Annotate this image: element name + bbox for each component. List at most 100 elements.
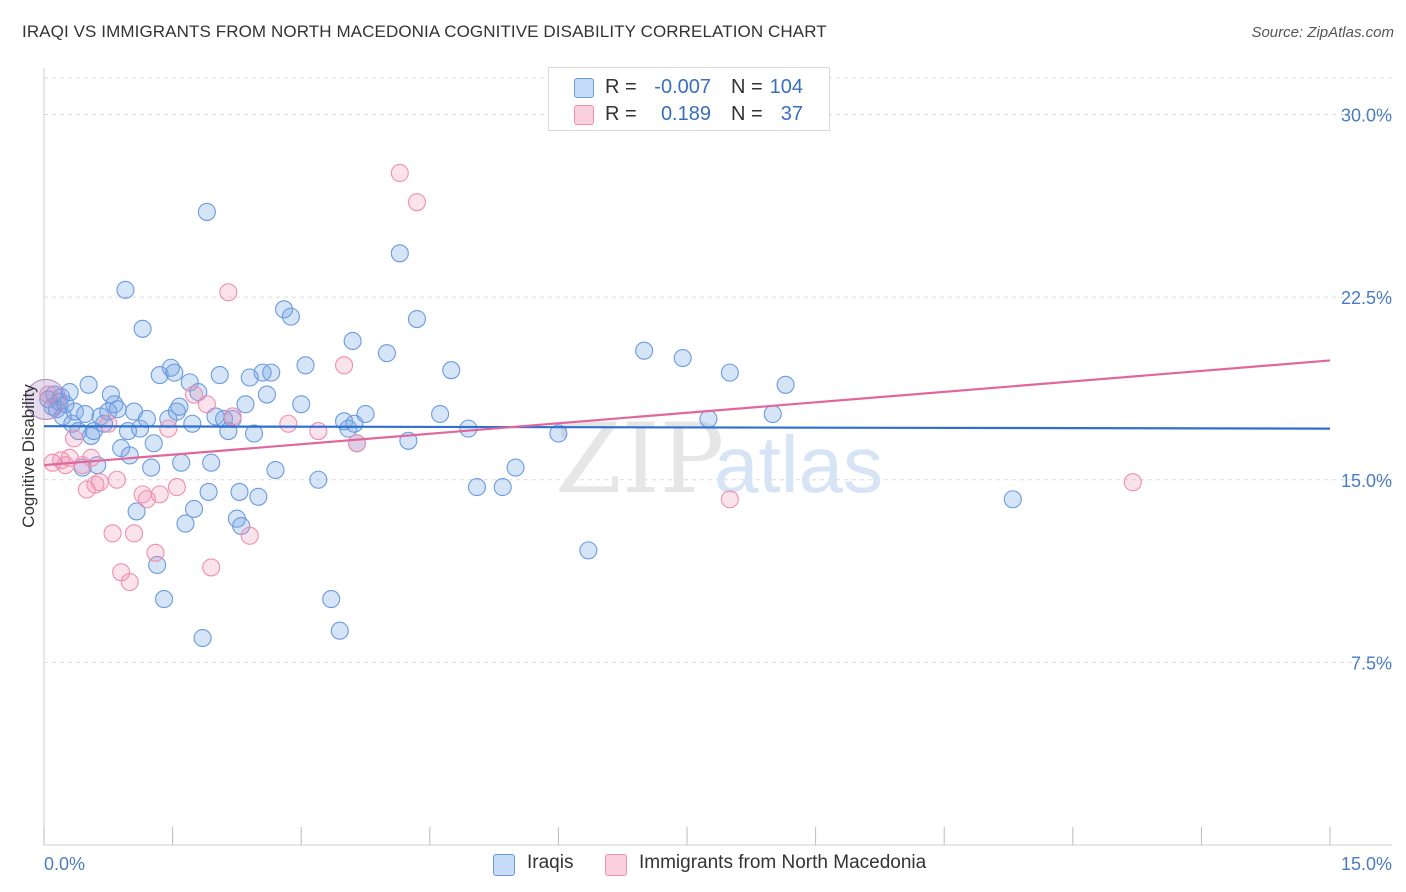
y-tick-label: 30.0% [1341,106,1392,126]
point-iraqis [161,358,180,377]
point-iraqis [197,202,216,221]
point-iraqis [236,395,255,414]
point-iraqis [105,395,124,414]
trend-lines [43,359,1331,467]
legend-row-macedonia: R = 0.189 N = 37 [549,100,829,128]
legend-r-value: -0.007 [654,76,711,98]
legend-row-iraqis: R = -0.007 N = 104 [549,73,829,101]
point-iraqis [199,482,218,501]
point-iraqis [322,590,341,609]
point-iraqis [47,400,66,419]
point-iraqis [330,621,349,640]
point-macedonia [347,434,366,453]
point-iraqis [142,458,161,477]
point-macedonia [107,470,126,489]
point-macedonia [124,524,144,543]
point-iraqis [431,404,450,424]
legend-n-value: 104 [769,76,803,98]
point-iraqis [210,366,229,385]
point-macedonia [103,524,122,543]
x-tick-label: 15.0% [1341,854,1392,874]
point-iraqis [720,363,739,382]
axis-labels: 7.5% 15.0% 22.5% 30.0% 0.0% 15.0% Cognitive Di… [19,106,1392,874]
point-iraqis [76,404,95,424]
point-iraqis [673,348,692,368]
legend-n-value: 37 [780,103,803,125]
point-macedonia [335,356,354,375]
trend-line-macedonia [43,359,1331,467]
point-cluster [25,378,67,420]
point-iraqis [763,404,782,424]
legend-swatch-macedonia [574,105,594,125]
point-iraqis [776,375,795,394]
point-iraqis [133,319,152,338]
legend-label-iraqis: Iraqis [527,852,574,873]
point-iraqis [108,400,127,419]
point-iraqis [390,244,409,263]
legend-r-label: R = [605,76,637,98]
point-macedonia [39,385,58,404]
point-iraqis [101,385,120,404]
point-iraqis [165,363,184,382]
point-iraqis [202,453,221,472]
point-iraqis [506,458,525,477]
y-axis-label: Cognitive Disability [19,384,38,528]
watermark-zip: ZIP [555,403,724,515]
y-tick-label: 22.5% [1341,288,1392,308]
point-iraqis [154,590,174,609]
point-iraqis [549,424,568,443]
point-iraqis [244,424,264,443]
point-macedonia [202,558,221,577]
point-iraqis [170,397,189,416]
point-iraqis [262,363,281,382]
point-iraqis [266,460,285,480]
watermark-atlas: atlas [714,420,883,509]
point-iraqis [249,487,268,506]
legend-label-macedonia: Immigrants from North Macedonia [639,852,927,873]
legend-n-label: N = [731,103,763,125]
point-iraqis [120,446,139,465]
point-iraqis [493,478,512,497]
point-iraqis [292,395,311,414]
point-iraqis [116,280,135,299]
series-legend: Iraqis Immigrants from North Macedonia [0,850,1406,880]
point-iraqis [167,402,186,421]
y-tick-label: 7.5% [1351,653,1392,673]
point-iraqis [184,499,204,519]
point-macedonia [146,543,165,562]
point-macedonia [240,526,259,545]
point-iraqis [183,414,202,433]
source-label: Source: ZipAtlas.com [1251,24,1394,41]
point-iraqis [176,514,195,533]
point-iraqis [442,361,461,380]
point-iraqis [699,409,718,428]
correlation-legend: R = -0.007 N = 104 R = 0.189 N = 37 [548,67,830,131]
trend-line-iraqis [43,425,1331,430]
point-iraqis [144,434,163,453]
point-macedonia [150,485,169,504]
axes [43,68,1392,846]
point-iraqis [94,414,114,433]
point-iraqis [172,453,191,472]
point-iraqis [257,385,276,404]
point-iraqis [130,419,150,438]
point-iraqis [343,331,362,351]
point-macedonia [159,419,178,438]
point-iraqis [1003,490,1022,509]
point-iraqis [193,628,212,648]
legend-r-value: 0.189 [660,103,711,125]
point-iraqis [275,300,294,319]
point-macedonia [120,572,139,592]
legend-swatch-iraqis [574,78,594,98]
point-iraqis [150,366,169,385]
point-iraqis [579,541,598,560]
point-macedonia [167,478,186,497]
point-iraqis [377,344,396,363]
point-macedonia [90,473,109,492]
x-tick-label: 0.0% [44,854,85,874]
legend-r-label: R = [605,103,637,125]
point-iraqis [137,409,156,428]
point-iraqis [467,478,487,497]
point-macedonia [99,414,118,433]
